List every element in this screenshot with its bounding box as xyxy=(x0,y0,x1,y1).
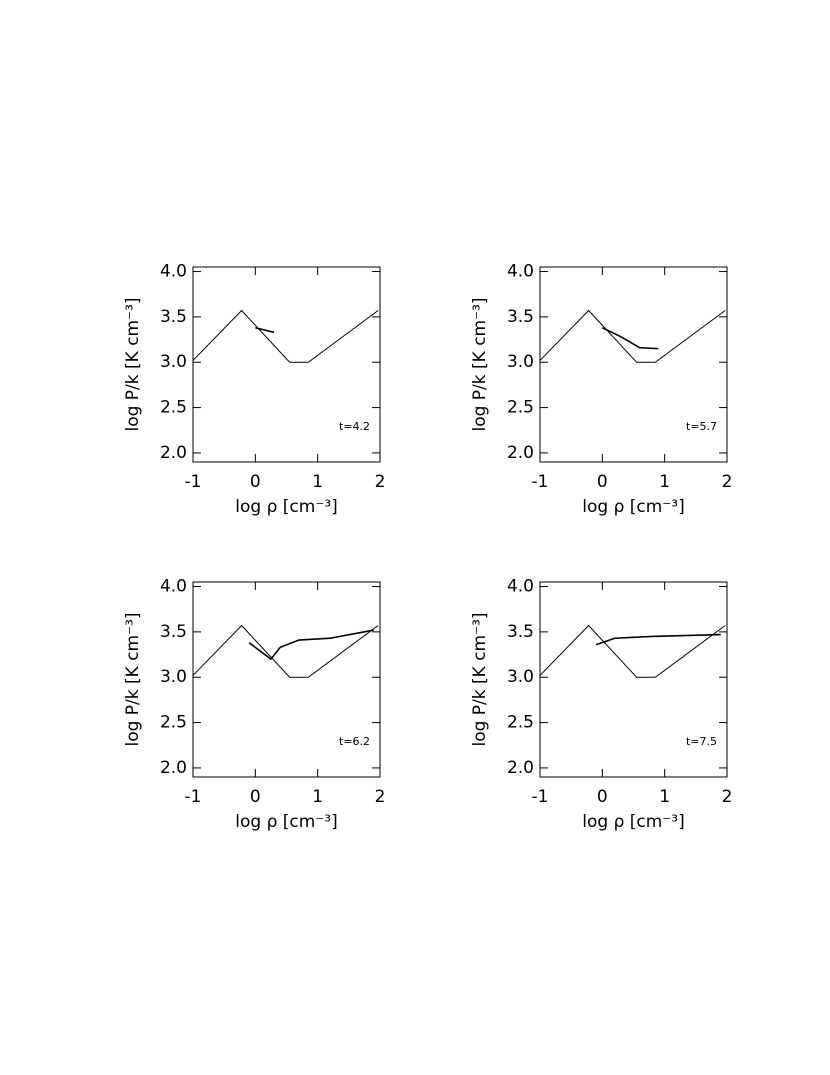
data-line xyxy=(248,629,374,661)
y-tick-label: 3.5 xyxy=(160,307,187,327)
x-tick-label: -1 xyxy=(532,472,549,492)
x-axis-label: log ρ [cm⁻³] xyxy=(582,812,684,832)
annotation: t=5.7 xyxy=(686,420,717,433)
y-axis-label: log P/k [K cm⁻³] xyxy=(123,612,143,746)
y-tick-label: 2.5 xyxy=(507,398,534,418)
x-tick-label: -1 xyxy=(532,787,549,807)
x-tick-label: -1 xyxy=(185,472,202,492)
plot-frame xyxy=(539,266,728,463)
x-axis-label: log ρ [cm⁻³] xyxy=(235,497,337,517)
y-tick-label: 4.0 xyxy=(160,577,187,597)
plot-frame xyxy=(192,581,381,778)
plot-frame xyxy=(192,266,381,463)
data-line xyxy=(595,633,721,646)
x-tick-label: -1 xyxy=(185,787,202,807)
x-axis-label: log ρ [cm⁻³] xyxy=(582,497,684,517)
y-tick-label: 3.0 xyxy=(507,352,534,372)
y-tick-label: 3.0 xyxy=(160,667,187,687)
y-tick-label: 3.5 xyxy=(160,622,187,642)
y-tick-label: 2.0 xyxy=(160,758,187,778)
x-tick-label: 2 xyxy=(722,472,733,492)
annotation: t=7.5 xyxy=(686,735,717,748)
y-tick-label: 3.0 xyxy=(160,352,187,372)
annotation: t=6.2 xyxy=(339,735,370,748)
data-line xyxy=(539,309,726,363)
x-tick-label: 0 xyxy=(250,787,261,807)
data-line xyxy=(192,309,379,363)
x-axis-label: log ρ [cm⁻³] xyxy=(235,812,337,832)
x-tick-label: 1 xyxy=(312,472,323,492)
x-tick-label: 1 xyxy=(659,472,670,492)
y-tick-label: 2.5 xyxy=(160,713,187,733)
x-tick-label: 2 xyxy=(375,472,386,492)
data-line xyxy=(192,624,379,678)
y-tick-label: 4.0 xyxy=(507,262,534,282)
x-tick-label: 0 xyxy=(250,472,261,492)
x-tick-label: 2 xyxy=(375,787,386,807)
x-tick-label: 0 xyxy=(597,787,608,807)
y-axis-label: log P/k [K cm⁻³] xyxy=(470,612,490,746)
y-tick-label: 2.0 xyxy=(507,758,534,778)
plot-frame xyxy=(539,581,728,778)
data-line xyxy=(539,624,726,678)
annotation: t=4.2 xyxy=(339,420,370,433)
y-axis-label: log P/k [K cm⁻³] xyxy=(470,297,490,431)
x-tick-label: 0 xyxy=(597,472,608,492)
y-tick-label: 3.5 xyxy=(507,307,534,327)
y-tick-label: 4.0 xyxy=(160,262,187,282)
data-line xyxy=(601,327,659,350)
y-tick-label: 2.5 xyxy=(507,713,534,733)
y-tick-label: 2.0 xyxy=(507,443,534,463)
y-tick-label: 3.0 xyxy=(507,667,534,687)
y-tick-label: 3.5 xyxy=(507,622,534,642)
x-tick-label: 1 xyxy=(659,787,670,807)
y-tick-label: 2.5 xyxy=(160,398,187,418)
x-tick-label: 2 xyxy=(722,787,733,807)
y-axis-label: log P/k [K cm⁻³] xyxy=(123,297,143,431)
data-line xyxy=(255,326,275,334)
x-tick-label: 1 xyxy=(312,787,323,807)
y-tick-label: 4.0 xyxy=(507,577,534,597)
y-tick-label: 2.0 xyxy=(160,443,187,463)
